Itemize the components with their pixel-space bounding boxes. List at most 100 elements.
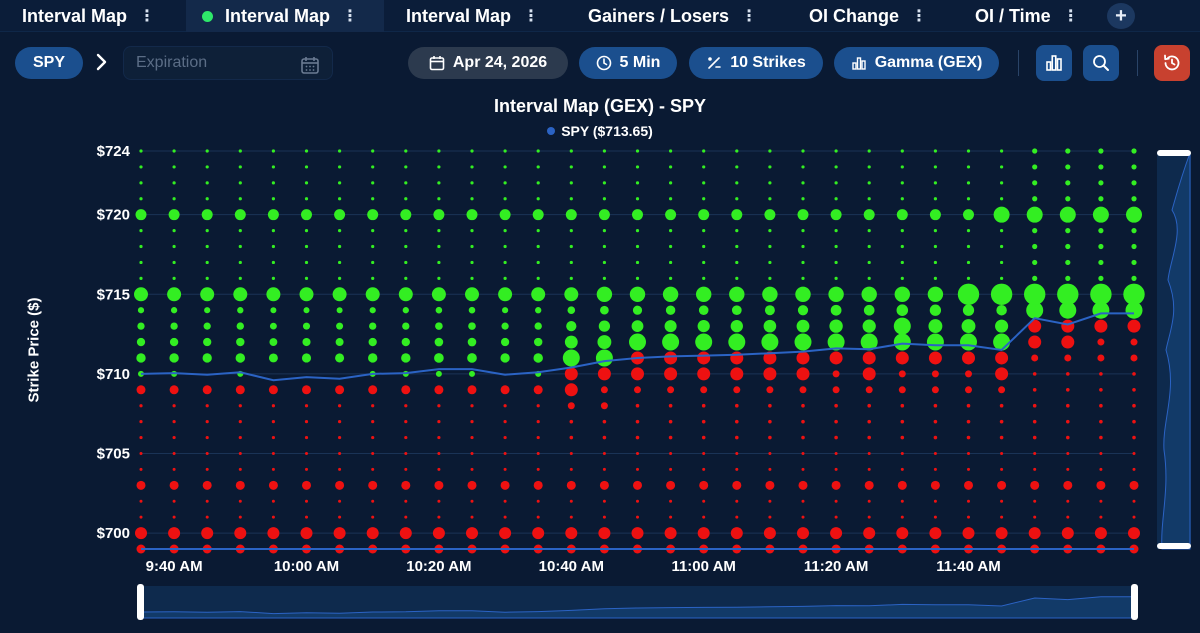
- gex-bubble: [404, 467, 408, 471]
- gex-bubble: [172, 165, 176, 169]
- gex-bubble: [1131, 180, 1137, 186]
- gex-bubble: [404, 499, 408, 503]
- symbol-button[interactable]: SPY: [15, 47, 83, 79]
- gex-bubble: [728, 333, 746, 351]
- gex-bubble: [1033, 499, 1037, 503]
- gex-bubble: [338, 229, 342, 233]
- gex-bubble: [893, 333, 911, 351]
- gex-bubble: [867, 149, 871, 153]
- kebab-menu-icon[interactable]: ⋮: [1062, 8, 1079, 25]
- gex-bubble: [137, 307, 145, 314]
- gex-bubble: [269, 338, 278, 346]
- kebab-menu-icon[interactable]: ⋮: [741, 8, 757, 25]
- tab-interval-map-3[interactable]: Interval Map ⋮: [406, 0, 539, 32]
- expiration-input[interactable]: Expiration: [123, 46, 333, 80]
- gex-bubble: [467, 353, 477, 363]
- gex-bubble: [967, 515, 970, 519]
- gex-bubble: [569, 515, 573, 519]
- gex-bubble: [205, 165, 209, 169]
- chart-type-button[interactable]: [1036, 45, 1072, 81]
- gex-bubble: [1092, 206, 1109, 223]
- gex-bubble: [763, 319, 777, 333]
- gex-bubble: [697, 367, 711, 381]
- strikes-button[interactable]: 10 Strikes: [689, 47, 823, 79]
- gex-bubble: [238, 435, 242, 440]
- gex-bubble: [266, 287, 281, 302]
- gex-bubble: [930, 480, 940, 490]
- tab-interval-map-1[interactable]: Interval Map ⋮: [22, 0, 155, 32]
- legend-dot-icon: [547, 127, 556, 136]
- gex-bubble: [338, 260, 342, 265]
- tab-interval-map-2[interactable]: Interval Map ⋮: [186, 0, 384, 32]
- gex-bubble: [437, 276, 441, 280]
- gex-bubble: [1099, 403, 1103, 408]
- gex-bubble: [900, 403, 905, 408]
- gex-bubble: [768, 181, 772, 185]
- gex-bubble: [335, 385, 345, 395]
- gex-bubble: [669, 515, 673, 519]
- gex-bubble: [203, 337, 212, 347]
- gex-bubble: [1059, 301, 1077, 319]
- gex-bubble: [1130, 354, 1138, 362]
- add-tab-button[interactable]: +: [1107, 3, 1135, 29]
- gex-bubble: [271, 165, 275, 169]
- kebab-menu-icon[interactable]: ⋮: [523, 8, 539, 25]
- gex-bubble: [600, 386, 608, 394]
- gex-bubble: [1032, 180, 1038, 186]
- gex-bubble: [236, 337, 245, 347]
- gex-bubble: [735, 197, 739, 201]
- gex-bubble: [999, 403, 1004, 408]
- calendar-icon[interactable]: [300, 55, 320, 75]
- interval-map-chart[interactable]: $724 $720 $715 $710 $705 $700 9:40 AM 10:00 AM 1…: [0, 90, 1200, 633]
- kebab-menu-icon[interactable]: ⋮: [911, 8, 927, 25]
- gex-bubble: [1000, 260, 1004, 265]
- kebab-menu-icon[interactable]: ⋮: [139, 8, 155, 25]
- gex-bubble: [268, 353, 278, 363]
- gex-bubble: [371, 244, 375, 249]
- gex-bubble: [469, 370, 475, 377]
- gex-bubble: [966, 276, 971, 280]
- gex-bubble: [801, 515, 805, 519]
- gex-bubble: [338, 276, 342, 280]
- gex-bubble: [1066, 467, 1070, 471]
- gex-bubble: [595, 349, 613, 367]
- gex-bubble: [1132, 403, 1136, 408]
- reset-button[interactable]: [1154, 45, 1190, 81]
- gex-bubble: [437, 149, 441, 153]
- gex-bubble: [801, 276, 805, 280]
- gex-bubble: [635, 419, 640, 424]
- metric-button[interactable]: Gamma (GEX): [834, 47, 999, 79]
- gex-bubble: [933, 515, 937, 519]
- gex-bubble: [699, 480, 709, 490]
- gex-bubble: [1033, 451, 1037, 455]
- gex-bubble: [437, 404, 441, 408]
- gex-bubble: [238, 244, 242, 249]
- gex-bubble: [900, 419, 905, 424]
- gex-bubble: [437, 260, 441, 265]
- tab-oi-change[interactable]: OI Change ⋮: [809, 0, 927, 32]
- gex-bubble: [597, 367, 611, 381]
- gex-bubble: [897, 480, 907, 490]
- gex-bubble: [862, 351, 876, 365]
- date-picker-button[interactable]: Apr 24, 2026: [408, 47, 568, 79]
- gex-bubble: [664, 320, 677, 333]
- gex-bubble: [632, 305, 643, 315]
- gex-bubble: [498, 287, 513, 302]
- gex-bubble: [801, 499, 805, 503]
- legend-item-spy[interactable]: SPY ($713.65): [0, 123, 1200, 139]
- gex-bubble: [827, 333, 845, 351]
- kebab-menu-icon[interactable]: ⋮: [342, 8, 358, 25]
- gex-bubble: [598, 527, 611, 540]
- gex-bubble: [332, 287, 347, 302]
- gex-bubble: [998, 386, 1006, 394]
- gex-bubble: [1065, 228, 1071, 234]
- tab-oi-time[interactable]: OI / Time ⋮: [975, 0, 1079, 32]
- gex-bubble: [1032, 243, 1038, 250]
- zoom-button[interactable]: [1083, 45, 1119, 81]
- tab-gainers-losers[interactable]: Gainers / Losers ⋮: [588, 0, 757, 32]
- gex-bubble: [432, 527, 445, 540]
- gex-bubble: [205, 229, 209, 233]
- interval-button[interactable]: 5 Min: [579, 47, 677, 79]
- gex-bubble: [735, 181, 739, 185]
- gex-bubble: [201, 527, 214, 540]
